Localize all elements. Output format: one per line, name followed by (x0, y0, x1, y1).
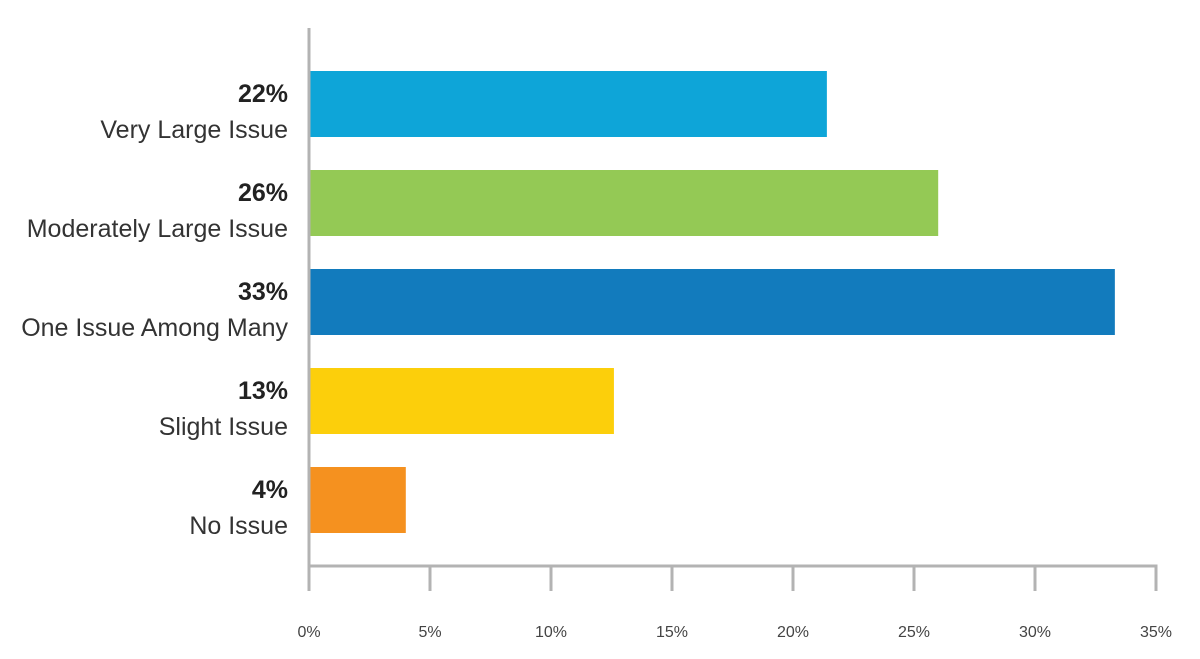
x-tick-label: 15% (656, 624, 688, 641)
x-tick-label: 10% (535, 624, 567, 641)
bar-moderately-large-issue (309, 170, 939, 236)
axes: 0% 5% 10% 15% 20% 25% 30% 35% (297, 28, 1172, 641)
x-tick-label: 20% (777, 624, 809, 641)
category-label-very-large-issue: Very Large Issue (100, 116, 288, 144)
category-label-no-issue: No Issue (189, 512, 288, 540)
x-tick-label: 30% (1019, 624, 1051, 641)
bar-no-issue (309, 467, 406, 533)
x-tick-label: 0% (297, 624, 320, 641)
category-label-moderately-large-issue: Moderately Large Issue (27, 215, 288, 243)
category-labels: 22% Very Large Issue 26% Moderately Large I… (21, 80, 288, 540)
category-label-one-issue-among-many: One Issue Among Many (21, 314, 288, 342)
x-tick-label: 5% (418, 624, 441, 641)
x-tick-label: 25% (898, 624, 930, 641)
value-label-slight-issue: 13% (238, 377, 288, 405)
x-tick-label: 35% (1140, 624, 1172, 641)
bar-slight-issue (309, 368, 614, 434)
value-label-moderately-large-issue: 26% (238, 179, 288, 207)
value-label-very-large-issue: 22% (238, 80, 288, 108)
bar-one-issue-among-many (309, 269, 1115, 335)
category-label-slight-issue: Slight Issue (159, 413, 288, 441)
bars-layer (309, 71, 1115, 533)
bar-very-large-issue (309, 71, 827, 137)
value-label-one-issue-among-many: 33% (238, 278, 288, 306)
value-label-no-issue: 4% (252, 476, 288, 504)
